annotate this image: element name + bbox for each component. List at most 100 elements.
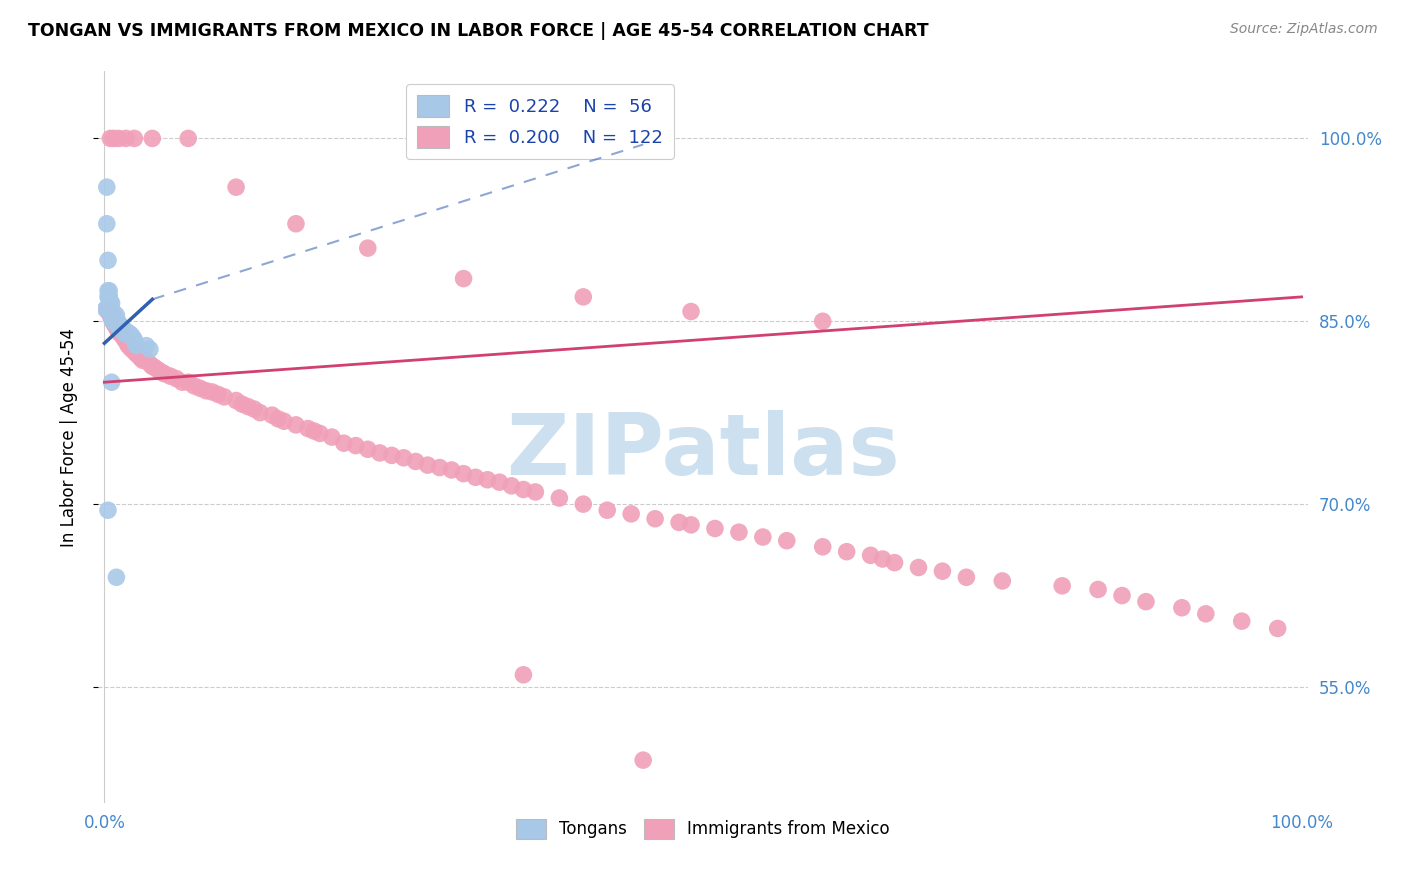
Point xyxy=(105,570,128,584)
Point xyxy=(120,341,142,355)
Point xyxy=(105,317,128,331)
Point xyxy=(97,290,120,304)
Point xyxy=(644,512,666,526)
Point xyxy=(111,329,134,343)
Point xyxy=(1267,622,1289,636)
Point xyxy=(679,304,702,318)
Point xyxy=(859,549,882,563)
Point xyxy=(110,323,132,337)
Point xyxy=(464,470,486,484)
Point xyxy=(115,333,138,347)
Point xyxy=(357,241,380,255)
Point xyxy=(249,406,271,420)
Point xyxy=(284,217,307,231)
Point xyxy=(620,507,643,521)
Point xyxy=(704,521,727,535)
Point xyxy=(103,311,125,326)
Point xyxy=(115,131,138,145)
Point xyxy=(572,290,595,304)
Point xyxy=(524,484,547,499)
Point xyxy=(112,330,135,344)
Point xyxy=(114,333,136,347)
Point xyxy=(883,556,905,570)
Point xyxy=(124,333,146,347)
Point xyxy=(105,308,128,322)
Point xyxy=(103,308,125,322)
Point xyxy=(118,338,141,352)
Point xyxy=(100,306,122,320)
Point xyxy=(111,320,134,334)
Point xyxy=(96,180,118,194)
Point xyxy=(679,517,702,532)
Point xyxy=(100,296,122,310)
Point xyxy=(115,336,138,351)
Point xyxy=(153,367,176,381)
Point xyxy=(98,293,121,307)
Point xyxy=(243,402,266,417)
Point xyxy=(284,417,307,432)
Point xyxy=(105,320,128,334)
Point xyxy=(260,408,283,422)
Point xyxy=(100,304,122,318)
Point xyxy=(124,131,146,145)
Point xyxy=(416,458,439,472)
Point xyxy=(104,314,127,328)
Point xyxy=(501,479,523,493)
Point xyxy=(104,310,127,325)
Point xyxy=(101,304,124,318)
Point xyxy=(177,131,200,145)
Point xyxy=(177,375,200,389)
Point xyxy=(107,131,129,145)
Point xyxy=(101,308,124,322)
Point xyxy=(100,296,122,310)
Point xyxy=(195,384,218,398)
Point xyxy=(105,319,128,334)
Point xyxy=(122,331,145,345)
Point xyxy=(100,296,122,310)
Point xyxy=(381,448,404,462)
Point xyxy=(107,323,129,337)
Point xyxy=(405,454,427,468)
Point xyxy=(124,344,146,359)
Point xyxy=(135,338,157,352)
Point xyxy=(107,324,129,338)
Point xyxy=(103,317,125,331)
Point xyxy=(512,667,534,681)
Point xyxy=(309,426,332,441)
Point xyxy=(107,314,129,328)
Legend: Tongans, Immigrants from Mexico: Tongans, Immigrants from Mexico xyxy=(509,812,897,846)
Point xyxy=(114,326,136,341)
Point xyxy=(148,363,170,377)
Point xyxy=(907,560,929,574)
Point xyxy=(165,371,187,385)
Point xyxy=(728,525,751,540)
Point xyxy=(100,311,122,326)
Point xyxy=(631,753,654,767)
Point xyxy=(97,284,120,298)
Point xyxy=(100,300,122,314)
Point xyxy=(117,338,139,352)
Point xyxy=(117,326,139,341)
Point xyxy=(440,463,463,477)
Point xyxy=(872,552,894,566)
Point xyxy=(96,217,118,231)
Point xyxy=(100,308,122,322)
Point xyxy=(236,400,259,414)
Point xyxy=(132,353,155,368)
Point xyxy=(212,390,235,404)
Point xyxy=(333,436,356,450)
Text: ZIPatlas: ZIPatlas xyxy=(506,410,900,493)
Point xyxy=(1111,589,1133,603)
Point xyxy=(225,393,247,408)
Point xyxy=(107,318,129,332)
Point xyxy=(512,483,534,497)
Point xyxy=(101,314,124,328)
Point xyxy=(429,460,451,475)
Point xyxy=(100,375,122,389)
Point xyxy=(120,329,142,343)
Point xyxy=(108,320,131,334)
Point xyxy=(110,326,132,341)
Point xyxy=(108,326,131,341)
Point xyxy=(1050,579,1073,593)
Point xyxy=(97,503,120,517)
